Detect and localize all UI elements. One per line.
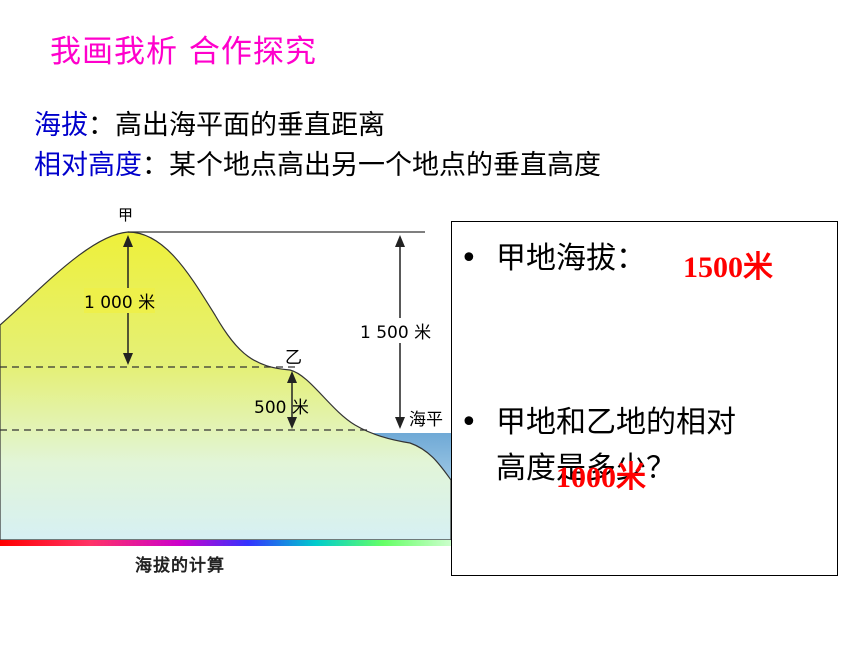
altitude-diagram <box>0 231 451 540</box>
peak-a-label: 甲 <box>118 206 134 224</box>
question-1: • 甲地海拔： <box>460 233 646 277</box>
question-2: • 甲地和乙地的相对 <box>460 397 736 441</box>
b-height-label: 500 米 <box>254 398 309 418</box>
term-altitude: 海拔 <box>34 110 88 141</box>
definition-separator: ： <box>88 110 115 141</box>
answer-2: 1000米 <box>556 461 646 494</box>
definition-altitude-text: 高出海平面的垂直距离 <box>115 110 385 141</box>
question-box <box>451 221 838 576</box>
mountain-shape <box>0 231 451 540</box>
definition-relative-height-text: 某个地点高出另一个地点的垂直高度 <box>169 150 601 181</box>
definition-altitude: 海拔：高出海平面的垂直距离 <box>34 103 385 142</box>
peak-b-label: 乙 <box>285 348 302 368</box>
answer-1: 1500米 <box>683 251 773 284</box>
sea-level-label: 海平 <box>409 410 443 430</box>
bullet-dot: • <box>460 241 478 276</box>
question-2-line2: 高度是多少？ <box>496 451 676 486</box>
figure-caption: 海拔的计算 <box>135 556 225 576</box>
question-1-text: 甲地海拔： <box>496 241 646 276</box>
bullet-dot: • <box>460 405 478 440</box>
relative-height-label: 1 000 米 <box>84 288 156 313</box>
definition-separator: ： <box>142 150 169 181</box>
caption-color-strip <box>0 540 451 546</box>
slide-title: 我画我析 合作探究 <box>50 34 317 70</box>
question-2-line1: 甲地和乙地的相对 <box>496 405 736 440</box>
altitude-label: 1 500 米 <box>360 318 432 343</box>
definition-relative-height: 相对高度：某个地点高出另一个地点的垂直高度 <box>34 143 601 182</box>
term-relative-height: 相对高度 <box>34 150 142 181</box>
